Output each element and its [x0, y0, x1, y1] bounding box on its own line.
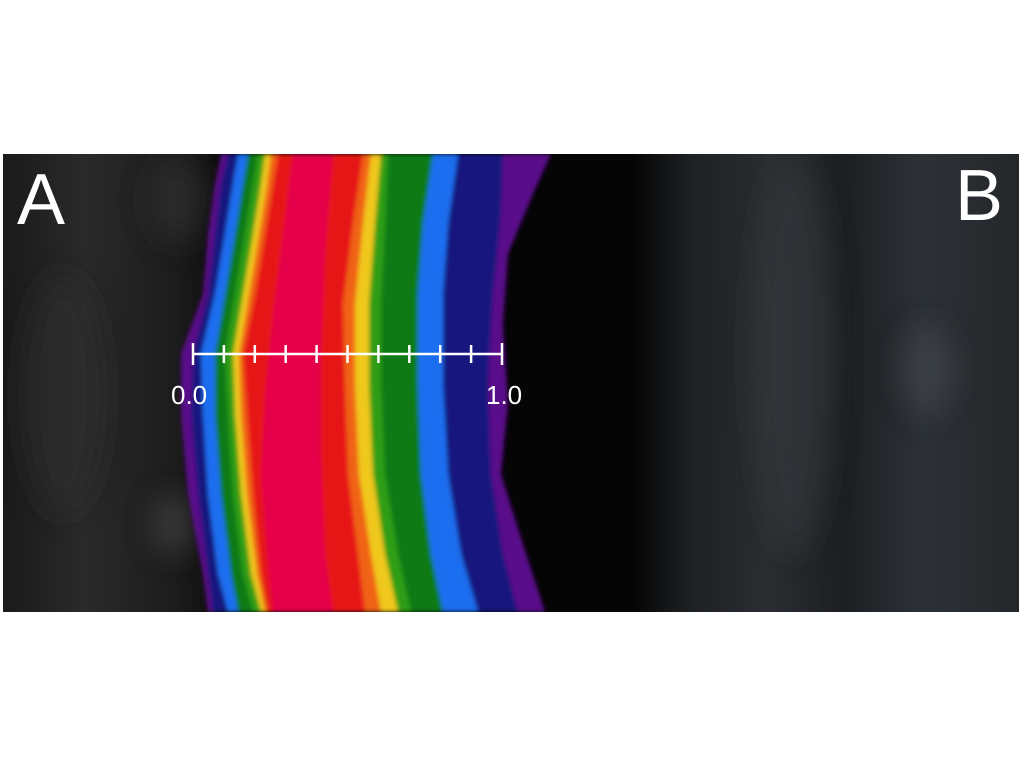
image-figure: A B 0.0 1.0 [3, 154, 1019, 612]
scale-max-label: 1.0 [486, 380, 523, 410]
heatmap-band [181, 154, 551, 612]
heatmap-layer-magenta [261, 154, 333, 612]
panel-label-b: B [954, 156, 1003, 236]
scale-min-label: 0.0 [171, 380, 208, 410]
figure-canvas [3, 154, 1019, 612]
background-texture [23, 154, 953, 554]
panel-label-a: A [17, 160, 66, 240]
scale-bar [191, 343, 504, 365]
